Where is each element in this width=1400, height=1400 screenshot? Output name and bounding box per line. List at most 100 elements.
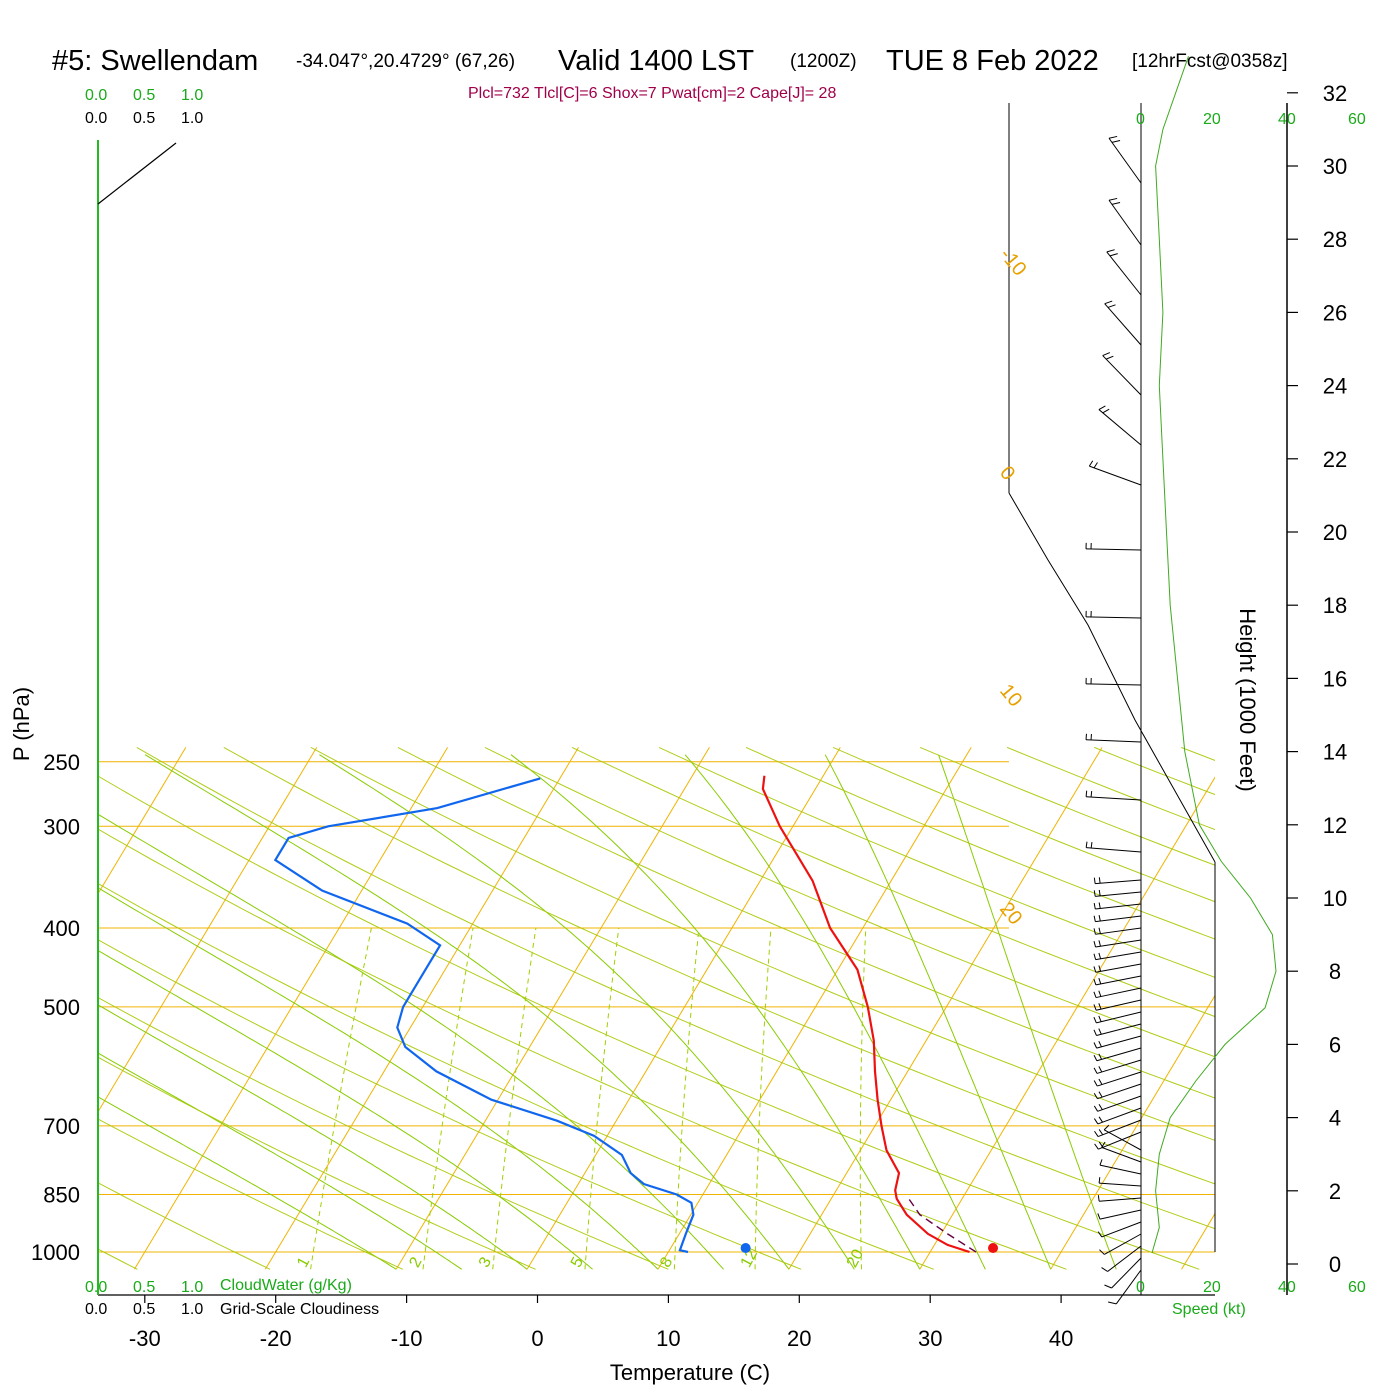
cloud-water-tick-0: 0.0: [85, 87, 107, 104]
plot-frame: [97, 103, 1288, 1296]
x-tick-label: -30: [129, 1326, 161, 1351]
isotherm: [98, 747, 318, 1113]
barb-staff: [1095, 927, 1142, 935]
height-tick-label: 0: [1329, 1252, 1341, 1277]
cloudiness-tick-0: 0.0: [85, 110, 107, 127]
barb-flag: [1085, 841, 1088, 848]
valid-time: Valid 1400 LST: [558, 45, 754, 77]
barb-staff: [1086, 847, 1142, 853]
mixing-ratio-label: 3: [476, 1254, 495, 1270]
cloudiness-tick-1: 1.0: [181, 110, 203, 127]
barb-staff: [1115, 1269, 1142, 1305]
wind-barb: [1097, 1209, 1142, 1220]
dry-adiabat: [397, 746, 1215, 1099]
moist-adiabat: [319, 754, 855, 1270]
barb-flag: [1093, 940, 1097, 948]
height-tick-label: 18: [1323, 593, 1347, 618]
moist-adiabat: [824, 754, 1052, 1270]
dry-adiabat: [832, 746, 1215, 903]
barb-flag: [1097, 1195, 1100, 1202]
barb-flag: [1093, 1016, 1097, 1024]
mixing-ratio-line-8: [673, 927, 700, 1270]
barb-flag: [1093, 978, 1097, 986]
barb-staff: [1095, 987, 1142, 999]
dry-adiabat: [1094, 746, 1215, 796]
wind-barb: [1093, 939, 1142, 948]
barb-flag: [1093, 966, 1097, 973]
mixing-ratio-label: 20: [844, 1247, 867, 1271]
barb-flag: [1098, 1129, 1104, 1136]
dry-adiabat: [658, 746, 1215, 978]
barb-flag: [1093, 928, 1096, 935]
mixing-ratio-line-5: [584, 927, 620, 1270]
barb-flag: [1094, 1143, 1099, 1150]
wind-barb: [1097, 1221, 1142, 1238]
barb-flag: [1111, 202, 1121, 205]
barb-staff: [1086, 616, 1142, 619]
wind-speed-line: [1151, 56, 1277, 1254]
wind-barb: [1093, 1083, 1142, 1100]
mixing-ratio-line-1: [310, 927, 372, 1270]
barb-flag: [1098, 952, 1102, 959]
wind-barb: [1093, 999, 1142, 1011]
height-tick-label: 14: [1323, 740, 1347, 765]
station-title: #5: Swellendam: [52, 45, 258, 77]
moist-adiabat: [98, 1096, 397, 1270]
height-tick-label: 4: [1329, 1106, 1341, 1131]
wind-barb: [1098, 405, 1142, 446]
wind-barb: [1108, 135, 1142, 184]
barb-flag: [1098, 889, 1101, 896]
barb-staff: [1107, 1245, 1142, 1272]
wind-barbs: [1085, 135, 1142, 1305]
surface-dewpoint-dot: [740, 1243, 751, 1253]
barb-staff: [1108, 199, 1142, 246]
barb-flag: [1111, 140, 1121, 143]
mixing-ratio-line-12: [754, 927, 772, 1270]
barb-staff: [1095, 879, 1142, 885]
wind-barb: [1097, 1195, 1142, 1202]
wind-barb: [1106, 249, 1142, 296]
temperature-ticks: -30 -20 -10 0 10 20 30 40: [129, 1295, 1073, 1351]
cloud-water-tick-05: 0.5: [133, 87, 155, 104]
wind-barb: [1101, 1245, 1142, 1272]
cloudiness-tick-0-bottom: 0.0: [85, 1301, 107, 1318]
isotherm: [788, 747, 1103, 1270]
wind-barb: [1085, 733, 1142, 743]
barb-flag: [1108, 197, 1118, 201]
barb-flag: [1093, 1004, 1097, 1011]
height-tick-label: 30: [1323, 154, 1347, 179]
pressure-tick-label: 400: [43, 916, 80, 941]
barb-staff: [1096, 1059, 1142, 1074]
isotherm: [657, 747, 972, 1270]
barb-flag: [1085, 790, 1088, 797]
barb-staff: [1102, 355, 1142, 396]
barb-staff: [1096, 1023, 1142, 1036]
moist-adiabat: [98, 813, 724, 1270]
moist-adiabat: [98, 1004, 528, 1270]
barb-flag: [1098, 1015, 1102, 1022]
wind-barb: [1094, 1119, 1142, 1138]
barb-staff: [1098, 1131, 1142, 1150]
mixing-ratio-label: 8: [657, 1254, 676, 1270]
isotherm-label-10: 10: [995, 680, 1026, 711]
dry-adiabat: [571, 746, 1215, 1018]
barb-flag: [1098, 1040, 1102, 1048]
speed-tick-0-top: 0: [1136, 111, 1145, 128]
barb-flag: [1105, 355, 1114, 360]
isotherm: [395, 747, 710, 1270]
pressure-ticks: 250 300 400 500 700 850 1000: [31, 750, 80, 1265]
wind-barb: [1104, 1257, 1142, 1289]
wind-barb: [1093, 1035, 1142, 1049]
speed-tick-20-bottom: 20: [1203, 1279, 1221, 1296]
cloud-water-tick-05-bottom: 0.5: [133, 1279, 155, 1296]
barb-flag: [1108, 135, 1118, 139]
dry-adiabat: [0, 747, 5, 1269]
barb-flag: [1093, 1080, 1098, 1087]
wind-barb: [1085, 542, 1142, 551]
wind-barb: [1085, 610, 1142, 619]
barb-flag: [1098, 877, 1101, 884]
barb-staff: [1089, 465, 1142, 486]
barb-flag: [1093, 1029, 1097, 1036]
speed-tick-0-bottom: 0: [1136, 1279, 1145, 1296]
